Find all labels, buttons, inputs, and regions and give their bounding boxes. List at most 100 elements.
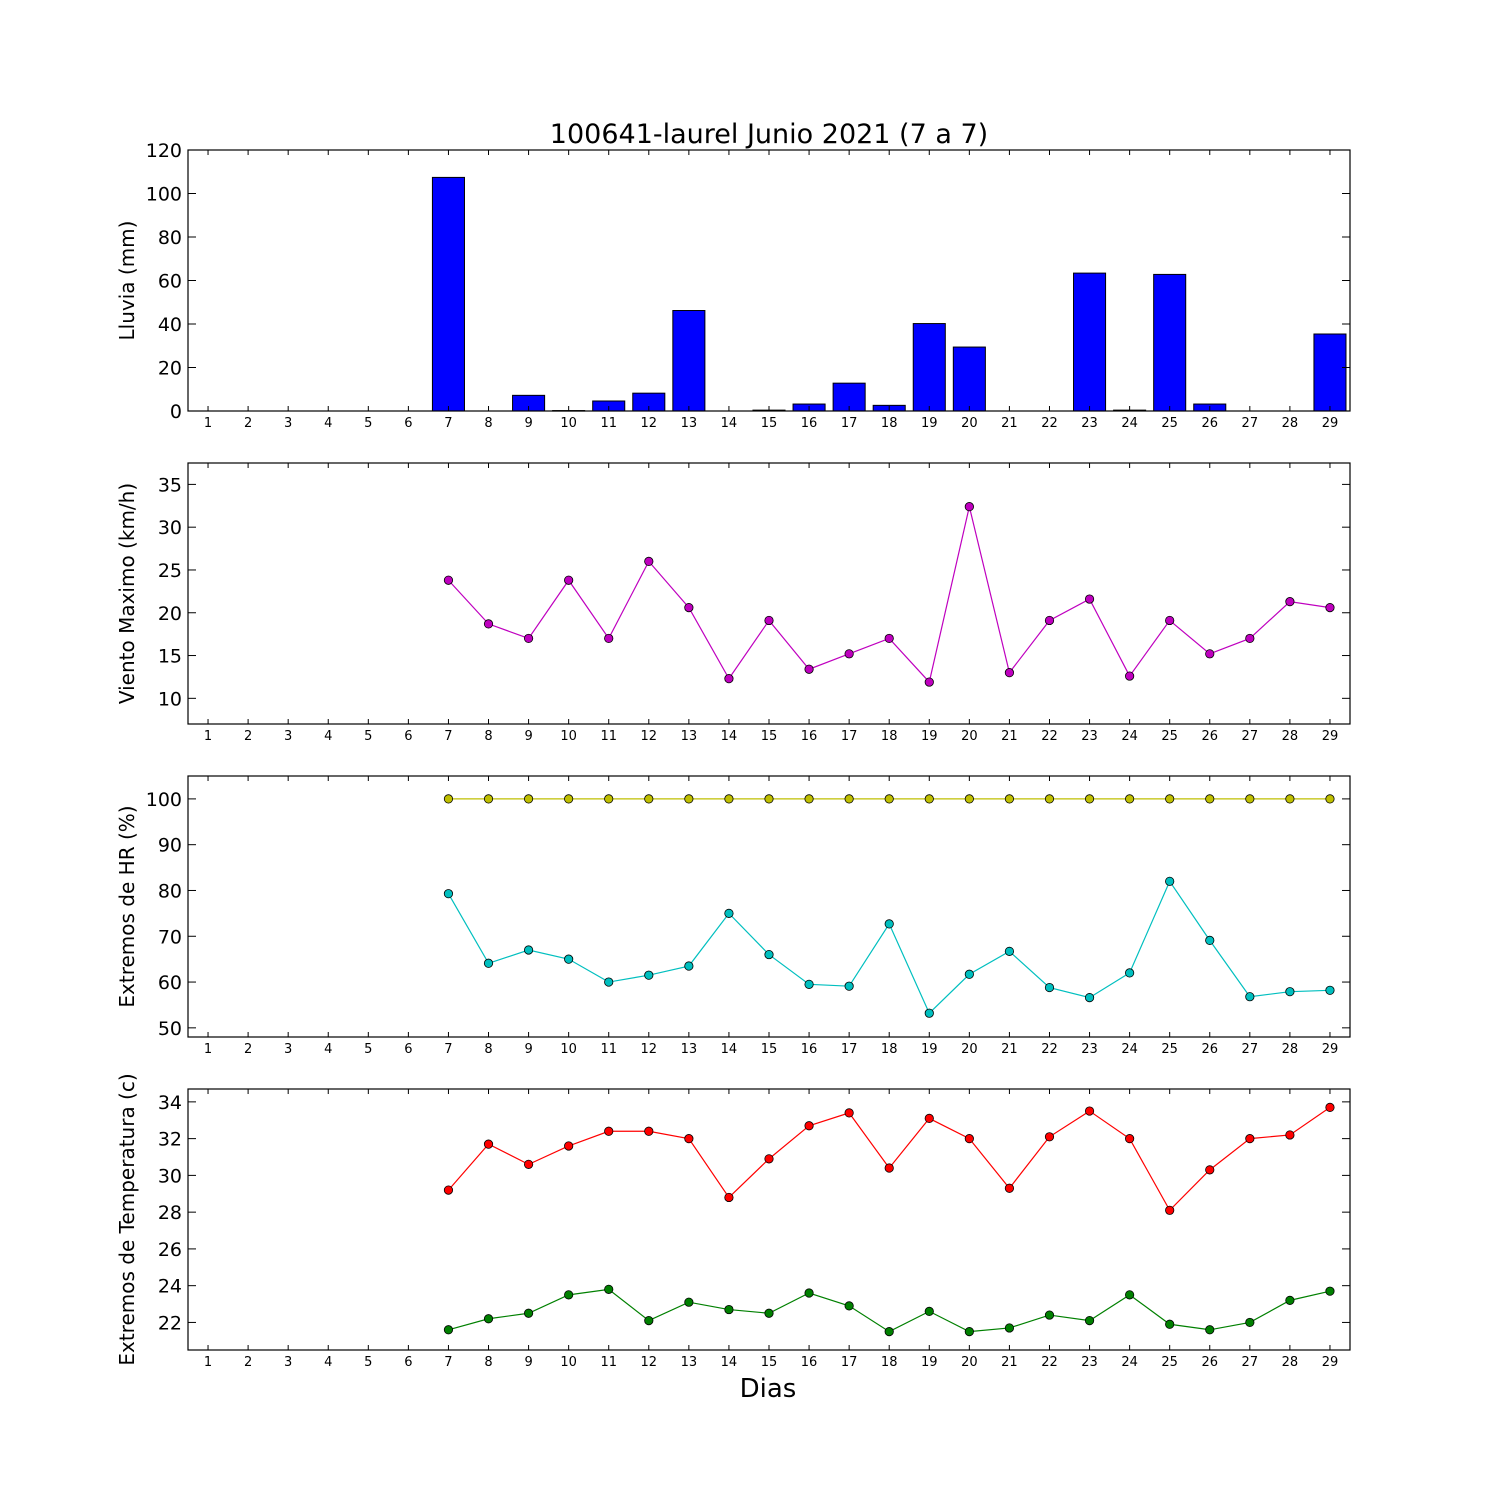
series-2-point-day-10 [564, 954, 574, 964]
series-2-point-day-20 [964, 969, 974, 979]
y-tick-label: 30 [158, 1165, 182, 1187]
y-tick-label: 50 [158, 1018, 182, 1040]
panel-3: 1 2 3 4 5 6 7 8 9 10 11 12 13 14 15 16 17 18 19 20 21 22 23 24 2… [115, 775, 1351, 1057]
y-tick-label: 80 [158, 227, 182, 249]
series-1-point-day-17 [844, 649, 854, 659]
series-1-point-day-24 [1125, 794, 1135, 804]
series-1-point-day-19 [924, 677, 934, 687]
y-tick-label: 35 [158, 474, 182, 496]
series-2-point-day-11 [604, 1284, 614, 1294]
series-1-point-day-10 [564, 794, 574, 804]
series-1-point-day-21 [1004, 668, 1015, 678]
x-tick-label: 25 [1161, 1355, 1178, 1370]
series-1-point-day-25 [1165, 615, 1175, 626]
x-tick-label: 21 [1001, 1042, 1018, 1057]
x-tick-label: 13 [681, 1355, 698, 1370]
x-tick-label: 26 [1201, 729, 1218, 744]
x-tick-label: 18 [881, 729, 898, 744]
series-1-point-day-18 [884, 633, 894, 644]
series-1-point-day-13 [684, 794, 694, 804]
series-1-point-day-25 [1165, 1205, 1175, 1215]
series-1-point-day-23 [1084, 794, 1095, 804]
series-2-point-day-7 [443, 889, 454, 899]
series-1-point-day-25 [1165, 794, 1175, 804]
x-tick-label: 16 [801, 416, 818, 431]
series-2-point-day-12 [644, 970, 654, 980]
series-line-1 [448, 506, 1331, 684]
x-tick-label: 19 [921, 416, 938, 431]
y-tick-label: 34 [158, 1092, 182, 1114]
series-2-point-day-25 [1165, 876, 1175, 886]
series-1-point-day-8 [483, 619, 494, 629]
series-2-point-day-27 [1245, 1317, 1255, 1328]
x-tick-label: 23 [1081, 416, 1098, 431]
y-tick-label: 24 [158, 1276, 182, 1298]
x-tick-label: 5 [364, 1042, 372, 1057]
x-tick-label: 29 [1322, 729, 1339, 744]
x-tick-label: 10 [560, 1355, 577, 1370]
y-tick-label: 40 [158, 314, 182, 336]
x-tick-label: 4 [324, 1355, 332, 1370]
x-tick-label: 23 [1081, 1042, 1098, 1057]
x-tick-label: 3 [284, 1355, 292, 1370]
x-tick-label: 19 [921, 1042, 938, 1057]
series-2-point-day-8 [483, 958, 494, 968]
series-1-point-day-20 [964, 794, 974, 804]
x-tick-label: 28 [1282, 1355, 1299, 1370]
x-axis-label: Dias [740, 1374, 797, 1404]
series-2-point-day-16 [804, 979, 814, 989]
x-tick-label: 13 [681, 729, 698, 744]
series-2-point-day-13 [684, 1297, 694, 1307]
series-2-point-day-12 [644, 1315, 654, 1326]
series-1-point-day-12 [644, 794, 654, 804]
bar-day-13 [672, 310, 706, 412]
x-tick-label: 14 [721, 1042, 738, 1057]
series-1-point-day-29 [1325, 603, 1335, 613]
x-tick-label: 1 [204, 1042, 212, 1057]
series-line-2 [448, 1288, 1331, 1333]
x-tick-label: 24 [1121, 729, 1138, 744]
series-1-point-day-27 [1245, 633, 1255, 644]
x-tick-label: 20 [961, 1042, 978, 1057]
x-tick-label: 13 [681, 1042, 698, 1057]
x-tick-label: 29 [1322, 416, 1339, 431]
series-1-point-day-14 [724, 674, 734, 684]
x-tick-label: 9 [524, 1042, 532, 1057]
series-2-point-day-20 [964, 1327, 974, 1337]
series-2-point-day-16 [804, 1288, 814, 1298]
series-1-point-day-20 [964, 502, 974, 512]
x-tick-label: 8 [484, 729, 492, 744]
y-tick-label: 32 [158, 1129, 182, 1151]
x-tick-label: 14 [721, 1355, 738, 1370]
series-1-point-day-21 [1004, 794, 1015, 804]
x-tick-label: 18 [881, 1355, 898, 1370]
series-2-point-day-14 [724, 1304, 734, 1315]
chart-panels: 1 2 3 4 5 6 7 8 9 10 11 12 13 14 15 16 17 18 19 20 21 22 23 24 2… [115, 140, 1351, 1370]
series-2-point-day-14 [724, 908, 734, 918]
series-1-point-day-18 [884, 1163, 894, 1173]
x-tick-label: 7 [444, 1355, 452, 1370]
series-1-point-day-16 [804, 794, 814, 804]
x-tick-label: 17 [841, 416, 858, 431]
y-axis-label: Viento Maximo (km/h) [115, 483, 139, 704]
x-tick-label: 16 [801, 729, 818, 744]
series-1-point-day-18 [884, 794, 894, 804]
x-tick-label: 15 [761, 416, 778, 431]
x-tick-label: 27 [1242, 1355, 1259, 1370]
series-1-point-day-23 [1084, 594, 1095, 604]
x-tick-label: 2 [244, 1042, 252, 1057]
x-tick-label: 9 [524, 1355, 532, 1370]
series-1-point-day-12 [644, 1126, 654, 1136]
x-tick-label: 1 [204, 1355, 212, 1370]
series-1-point-day-29 [1325, 1102, 1335, 1112]
x-tick-label: 28 [1282, 729, 1299, 744]
x-tick-label: 15 [761, 1042, 778, 1057]
series-2-point-day-23 [1084, 1315, 1095, 1326]
x-tick-label: 23 [1081, 1355, 1098, 1370]
x-tick-label: 26 [1201, 1355, 1218, 1370]
series-1-point-day-19 [924, 1113, 934, 1124]
series-1-point-day-8 [483, 794, 494, 804]
x-tick-label: 4 [324, 1042, 332, 1057]
x-tick-label: 19 [921, 729, 938, 744]
series-1-point-day-7 [443, 1185, 454, 1195]
